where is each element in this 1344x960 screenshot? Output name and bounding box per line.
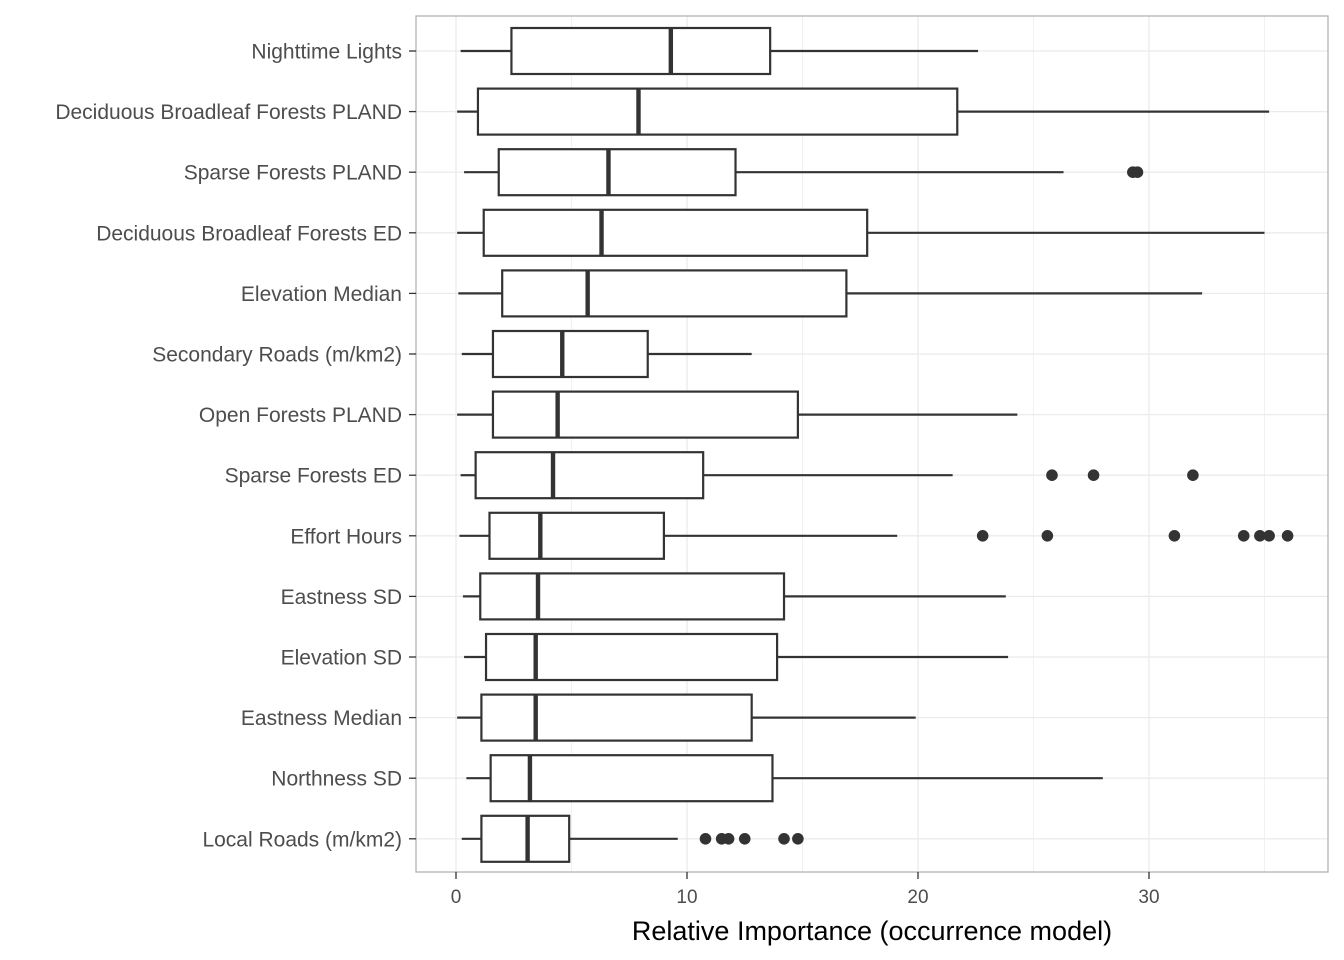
outlier-point <box>1254 530 1266 542</box>
x-tick-label: 0 <box>451 887 462 908</box>
outlier-point <box>699 833 712 845</box>
box-group <box>460 451 1199 500</box>
box-group <box>464 632 1009 682</box>
x-tick-label: 10 <box>676 887 697 908</box>
box-iqr <box>482 208 869 257</box>
box-group <box>457 208 1265 257</box>
box-iqr <box>491 390 799 439</box>
y-tick-label: Deciduous Broadleaf Forests ED <box>96 222 402 245</box>
y-tick-label: Effort Hours <box>290 525 402 548</box>
outlier-point <box>1041 530 1054 542</box>
y-tick-label: Open Forests PLAND <box>199 404 402 427</box>
box-iqr <box>488 511 665 560</box>
outlier-point <box>1168 530 1181 542</box>
y-tick-label: Sparse Forests PLAND <box>184 162 402 185</box>
y-tick-label: Sparse Forests ED <box>225 465 402 488</box>
y-tick-label: Northness SD <box>271 768 402 791</box>
box-series <box>457 26 1294 863</box>
y-tick-label: Elevation Median <box>241 283 402 306</box>
y-tick-label: Eastness SD <box>281 586 402 609</box>
box-group <box>461 329 752 379</box>
y-tick-label: Local Roads (m/km2) <box>202 828 402 851</box>
box-group <box>460 26 979 76</box>
box-group <box>466 754 1103 803</box>
box-group <box>464 148 1144 197</box>
box-iqr <box>484 632 779 682</box>
box-group <box>461 814 804 863</box>
y-tick-label: Secondary Roads (m/km2) <box>152 344 402 367</box>
box-group <box>457 87 1270 136</box>
box-iqr <box>474 451 705 500</box>
y-tick-label: Nighttime Lights <box>251 41 402 64</box>
outlier-point <box>976 530 989 542</box>
box-iqr <box>489 754 774 803</box>
plot-panel-border <box>415 15 1329 873</box>
outlier-point <box>1131 166 1144 178</box>
box-group <box>457 390 1018 439</box>
box-group <box>458 269 1203 318</box>
outlier-point <box>1087 469 1100 482</box>
box-iqr <box>480 814 571 863</box>
outlier-point <box>792 833 804 845</box>
x-axis-title: Relative Importance (occurrence model) <box>632 916 1112 946</box>
y-tick-label: Elevation SD <box>281 647 402 670</box>
box-group <box>459 511 1294 560</box>
box-iqr <box>501 269 848 318</box>
outlier-point <box>722 833 735 845</box>
box-iqr <box>479 572 786 621</box>
y-tick-label: Eastness Median <box>241 707 402 730</box>
outlier-point <box>1187 469 1199 482</box>
outlier-point <box>1263 530 1275 542</box>
plot-panel-background <box>416 16 1328 872</box>
box-iqr <box>480 693 753 742</box>
outlier-point <box>738 833 751 845</box>
box-group <box>462 572 1006 621</box>
x-axis: 0 10 20 30 <box>451 872 1160 908</box>
outlier-point <box>1281 530 1294 542</box>
box-iqr <box>497 148 737 197</box>
x-tick-label: 20 <box>907 887 928 908</box>
box-iqr <box>491 329 649 379</box>
outlier-point <box>1046 469 1058 482</box>
box-iqr <box>476 87 959 136</box>
x-tick-label: 30 <box>1138 887 1159 908</box>
box-iqr <box>510 26 772 76</box>
y-axis: Nighttime Lights Deciduous Broadleaf Fore… <box>55 41 416 851</box>
outlier-point <box>778 833 790 845</box>
outlier-point <box>1237 530 1250 542</box>
box-group <box>457 693 916 742</box>
y-tick-label: Deciduous Broadleaf Forests PLAND <box>55 101 402 124</box>
